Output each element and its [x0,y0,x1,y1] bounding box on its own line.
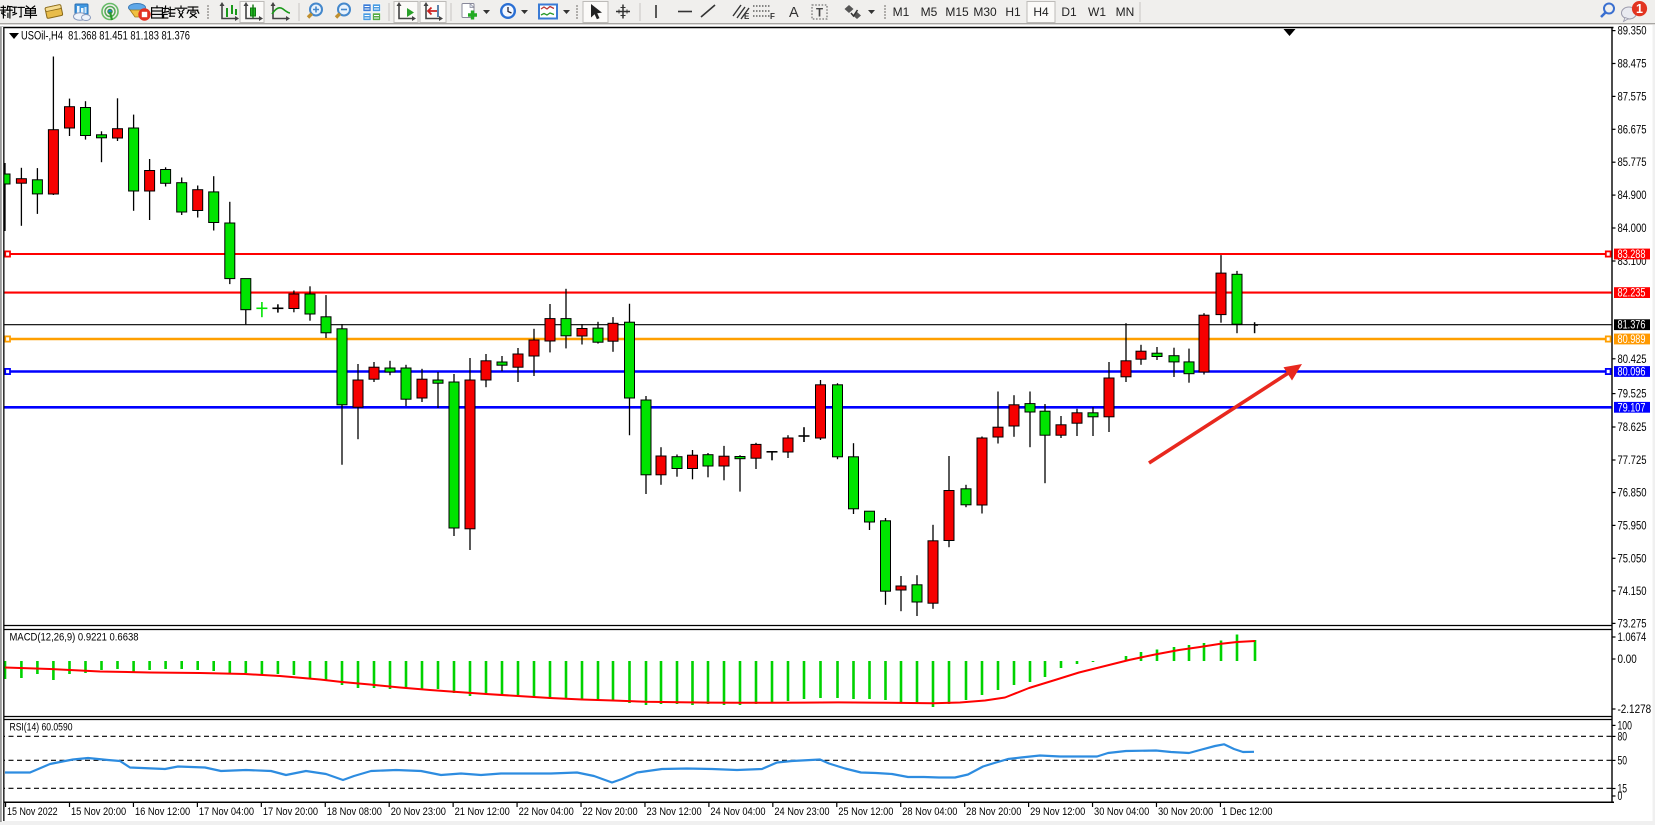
svg-text:24 Nov 23:00: 24 Nov 23:00 [774,806,829,818]
svg-text:75.050: 75.050 [1618,553,1647,565]
svg-text:18 Nov 08:00: 18 Nov 08:00 [327,806,382,818]
svg-text:H4: H4 [1033,5,1049,19]
svg-text:80.096: 80.096 [1618,367,1646,379]
svg-text:F: F [770,12,775,21]
svg-text:USOil-,H4 81.368 81.451 81.18: USOil-,H4 81.368 81.451 81.183 81.376 [21,29,190,43]
svg-text:MN: MN [1116,5,1135,19]
svg-text:85.775: 85.775 [1618,157,1647,169]
svg-text:16 Nov 12:00: 16 Nov 12:00 [135,806,190,818]
svg-text:50: 50 [1618,755,1628,767]
svg-text:0.00: 0.00 [1618,654,1637,666]
svg-text:RSI(14) 60.0590: RSI(14) 60.0590 [10,722,73,734]
svg-text:79.107: 79.107 [1618,402,1646,414]
svg-text:80.425: 80.425 [1618,354,1647,366]
svg-text:15 Nov 2022: 15 Nov 2022 [7,806,58,818]
svg-text:A: A [789,5,799,21]
svg-text:MACD(12,26,9) 0.9221 0.6638: MACD(12,26,9) 0.9221 0.6638 [10,632,139,644]
svg-text:22 Nov 20:00: 22 Nov 20:00 [583,806,638,818]
svg-text:21 Nov 12:00: 21 Nov 12:00 [455,806,510,818]
svg-text:80: 80 [1618,731,1628,743]
svg-text:W1: W1 [1088,5,1106,19]
svg-text:86.675: 86.675 [1618,124,1647,136]
svg-text:83.288: 83.288 [1618,249,1646,261]
svg-text:28 Nov 20:00: 28 Nov 20:00 [966,806,1021,818]
svg-text:1.0674: 1.0674 [1618,632,1647,644]
svg-text:15: 15 [1618,784,1628,796]
svg-text:76.850: 76.850 [1618,488,1647,500]
svg-text:H1: H1 [1005,5,1021,19]
svg-text:28 Nov 04:00: 28 Nov 04:00 [902,806,957,818]
svg-text:22 Nov 04:00: 22 Nov 04:00 [519,806,574,818]
svg-text:1: 1 [1636,2,1643,16]
svg-text:30 Nov 20:00: 30 Nov 20:00 [1158,806,1213,818]
svg-text:17 Nov 20:00: 17 Nov 20:00 [263,806,318,818]
svg-text:-2.1278: -2.1278 [1618,704,1652,716]
svg-text:89.350: 89.350 [1618,26,1647,38]
svg-text:M1: M1 [893,5,910,19]
svg-text:E: E [744,12,750,21]
svg-text:15 Nov 20:00: 15 Nov 20:00 [71,806,126,818]
svg-text:20 Nov 23:00: 20 Nov 23:00 [391,806,446,818]
svg-text:17 Nov 04:00: 17 Nov 04:00 [199,806,254,818]
svg-text:0: 0 [1618,791,1623,803]
svg-text:79.525: 79.525 [1618,389,1647,401]
svg-text:M5: M5 [921,5,938,19]
svg-text:23 Nov 12:00: 23 Nov 12:00 [646,806,701,818]
svg-text:25 Nov 12:00: 25 Nov 12:00 [838,806,893,818]
svg-text:82.235: 82.235 [1618,288,1646,300]
svg-text:87.575: 87.575 [1618,91,1647,103]
svg-text:D1: D1 [1061,5,1077,19]
svg-text:30 Nov 04:00: 30 Nov 04:00 [1094,806,1149,818]
svg-text:T: T [816,8,823,20]
svg-text:29 Nov 12:00: 29 Nov 12:00 [1030,806,1085,818]
svg-text:75.950: 75.950 [1618,520,1647,532]
svg-text:M30: M30 [973,5,997,19]
svg-text:81.376: 81.376 [1618,320,1646,332]
svg-text:84.900: 84.900 [1618,190,1647,202]
svg-text:100: 100 [1618,720,1632,732]
svg-text:84.000: 84.000 [1618,223,1647,235]
svg-text:1 Dec 12:00: 1 Dec 12:00 [1222,806,1273,818]
svg-text:24 Nov 04:00: 24 Nov 04:00 [710,806,765,818]
svg-text:80.989: 80.989 [1618,334,1646,346]
svg-text:M15: M15 [945,5,969,19]
svg-text:77.725: 77.725 [1618,455,1647,467]
svg-text:73.275: 73.275 [1618,618,1647,630]
svg-text:74.150: 74.150 [1618,586,1647,598]
svg-text:78.625: 78.625 [1618,422,1647,434]
svg-text:88.475: 88.475 [1618,59,1647,71]
